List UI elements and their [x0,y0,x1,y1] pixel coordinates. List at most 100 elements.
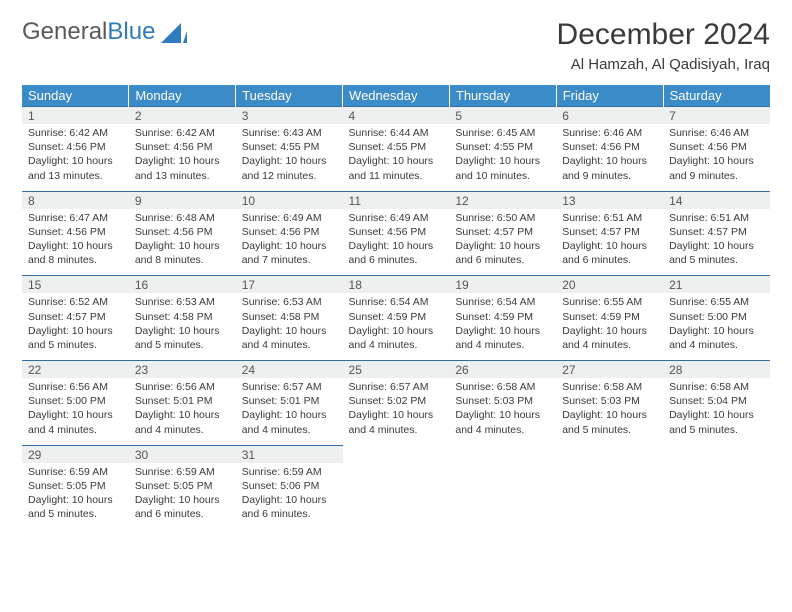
day-sunrise: Sunrise: 6:47 AM [28,211,123,225]
day-content-cell: Sunrise: 6:44 AMSunset: 4:55 PMDaylight:… [343,124,450,191]
day-content-row: Sunrise: 6:47 AMSunset: 4:56 PM Daylight:… [22,209,770,276]
day-daylight2: and 5 minutes. [28,338,123,352]
day-sunrise: Sunrise: 6:53 AM [135,295,230,309]
calendar-table: Sunday Monday Tuesday Wednesday Thursday… [22,85,770,529]
day-content-cell [449,463,556,530]
day-daylight2: and 8 minutes. [135,253,230,267]
day-content-cell: Sunrise: 6:47 AMSunset: 4:56 PMDaylight:… [22,209,129,276]
day-number-cell: 27 [556,361,663,379]
day-daylight1: Daylight: 10 hours [349,408,444,422]
day-content-cell: Sunrise: 6:54 AMSunset: 4:59 PMDaylight:… [449,293,556,360]
day-sunrise: Sunrise: 6:48 AM [135,211,230,225]
day-sunset: Sunset: 4:56 PM [28,140,123,154]
day-sunrise: Sunrise: 6:45 AM [455,126,550,140]
day-content-cell [663,463,770,530]
day-daylight1: Daylight: 10 hours [135,493,230,507]
day-sunrise: Sunrise: 6:53 AM [242,295,337,309]
day-number-cell: 21 [663,276,770,294]
day-number-cell: 26 [449,361,556,379]
location-text: Al Hamzah, Al Qadisiyah, Iraq [557,56,770,73]
day-daylight2: and 4 minutes. [242,423,337,437]
day-number-cell: 2 [129,107,236,125]
day-content-cell [556,463,663,530]
day-daylight2: and 5 minutes. [669,423,764,437]
day-daylight2: and 10 minutes. [455,169,550,183]
day-sunset: Sunset: 4:55 PM [455,140,550,154]
day-content-cell: Sunrise: 6:46 AMSunset: 4:56 PMDaylight:… [663,124,770,191]
day-sunrise: Sunrise: 6:56 AM [28,380,123,394]
day-sunrise: Sunrise: 6:58 AM [562,380,657,394]
day-content-cell: Sunrise: 6:58 AMSunset: 5:04 PMDaylight:… [663,378,770,445]
day-header: Monday [129,85,236,107]
day-number-cell: 30 [129,445,236,463]
day-content-row: Sunrise: 6:52 AMSunset: 4:57 PMDaylight:… [22,293,770,360]
day-sunset: Sunset: 4:56 PM [135,140,230,154]
day-daylight1: Daylight: 10 hours [455,154,550,168]
day-sunset: Sunset: 4:56 PM [28,225,123,239]
day-number-cell: 14 [663,191,770,209]
brand-name-1: General [22,18,107,46]
day-daylight1: Daylight: 10 hours [28,408,123,422]
day-daylight1: Daylight: 10 hours [349,324,444,338]
day-sunset: Sunset: 4:59 PM [455,310,550,324]
day-sunrise: Sunrise: 6:59 AM [242,465,337,479]
day-daylight2: and 12 minutes. [242,169,337,183]
day-number-cell: 15 [22,276,129,294]
day-content-cell: Sunrise: 6:55 AMSunset: 4:59 PMDaylight:… [556,293,663,360]
day-daylight2: and 6 minutes. [562,253,657,267]
day-sunset: Sunset: 4:55 PM [349,140,444,154]
day-daylight2: and 8 minutes. [28,253,123,267]
day-daylight2: and 6 minutes. [135,507,230,521]
day-daylight2: and 11 minutes. [349,169,444,183]
day-sunrise: Sunrise: 6:42 AM [135,126,230,140]
day-sunrise: Sunrise: 6:49 AM [242,211,337,225]
day-daylight2: and 6 minutes. [455,253,550,267]
day-content-cell: Sunrise: 6:42 AMSunset: 4:56 PMDaylight:… [129,124,236,191]
day-sunset: Sunset: 4:58 PM [135,310,230,324]
day-number-cell: 20 [556,276,663,294]
day-daylight2: and 4 minutes. [349,423,444,437]
day-daylight2: and 9 minutes. [562,169,657,183]
day-content-row: Sunrise: 6:59 AMSunset: 5:05 PMDaylight:… [22,463,770,530]
day-number-cell [556,445,663,463]
day-sunset: Sunset: 5:03 PM [562,394,657,408]
day-sunset: Sunset: 5:01 PM [135,394,230,408]
header: GeneralBlue December 2024 Al Hamzah, Al … [22,18,770,81]
day-sunrise: Sunrise: 6:55 AM [669,295,764,309]
day-daylight1: Daylight: 10 hours [455,408,550,422]
day-content-cell: Sunrise: 6:42 AMSunset: 4:56 PMDaylight:… [22,124,129,191]
day-number-cell: 1 [22,107,129,125]
day-sunset: Sunset: 5:05 PM [135,479,230,493]
day-daylight2: and 6 minutes. [349,253,444,267]
day-sunrise: Sunrise: 6:44 AM [349,126,444,140]
day-number-cell: 3 [236,107,343,125]
day-number-row: 891011121314 [22,191,770,209]
day-content-cell: Sunrise: 6:50 AMSunset: 4:57 PMDaylight:… [449,209,556,276]
day-sunrise: Sunrise: 6:46 AM [669,126,764,140]
day-header: Tuesday [236,85,343,107]
day-content-cell: Sunrise: 6:59 AMSunset: 5:06 PMDaylight:… [236,463,343,530]
day-number-cell: 12 [449,191,556,209]
day-daylight1: Daylight: 10 hours [669,239,764,253]
day-sunset: Sunset: 4:58 PM [242,310,337,324]
day-content-cell: Sunrise: 6:56 AMSunset: 5:00 PMDaylight:… [22,378,129,445]
day-number-cell: 29 [22,445,129,463]
day-daylight1: Daylight: 10 hours [455,324,550,338]
day-content-cell: Sunrise: 6:56 AMSunset: 5:01 PMDaylight:… [129,378,236,445]
day-number-cell [343,445,450,463]
day-number-cell [449,445,556,463]
day-sunrise: Sunrise: 6:59 AM [135,465,230,479]
day-content-cell: Sunrise: 6:46 AMSunset: 4:56 PMDaylight:… [556,124,663,191]
day-daylight1: Daylight: 10 hours [455,239,550,253]
day-daylight1: Daylight: 10 hours [562,324,657,338]
day-daylight1: Daylight: 10 hours [562,408,657,422]
day-content-cell: Sunrise: 6:48 AMSunset: 4:56 PMDaylight:… [129,209,236,276]
day-content-cell: Sunrise: 6:53 AMSunset: 4:58 PMDaylight:… [236,293,343,360]
day-number-cell: 10 [236,191,343,209]
month-title: December 2024 [557,18,770,52]
day-sunset: Sunset: 4:55 PM [242,140,337,154]
day-content-cell: Sunrise: 6:59 AMSunset: 5:05 PMDaylight:… [22,463,129,530]
day-daylight2: and 4 minutes. [669,338,764,352]
day-number-cell: 4 [343,107,450,125]
day-sunset: Sunset: 4:59 PM [562,310,657,324]
